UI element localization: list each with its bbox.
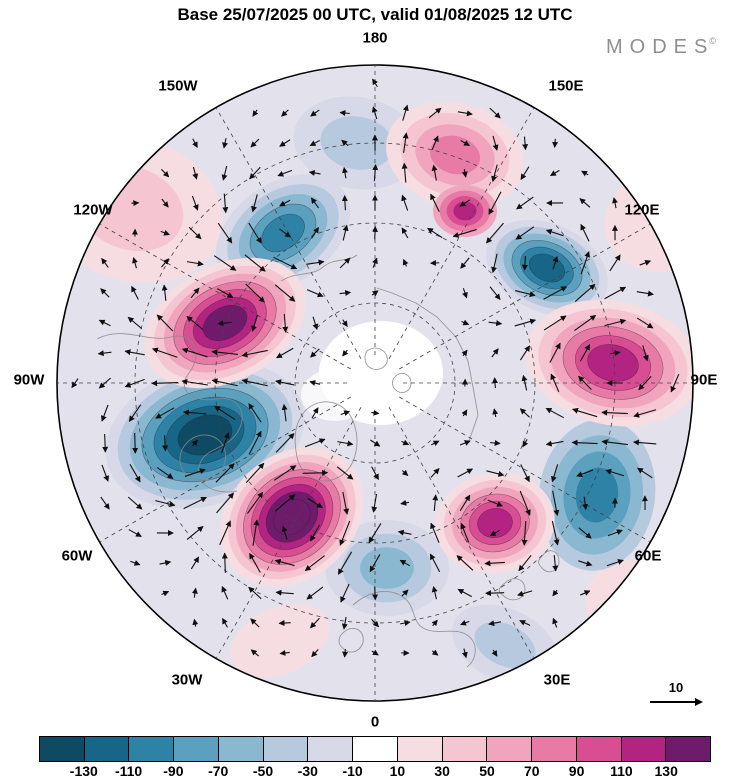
lon-label-60w: 60W [61, 547, 93, 565]
colorbar-cell [129, 737, 175, 761]
colorbar-cell [576, 737, 622, 761]
colorbar-cell [621, 737, 667, 761]
colorbar-cell [174, 737, 219, 761]
polar-map [56, 64, 694, 702]
vector-scale-arrow-head [694, 698, 703, 706]
colorbar-cell [218, 737, 264, 761]
colorbar-cell [84, 737, 130, 761]
colorbar-tick-label: -110 [114, 763, 143, 779]
lon-label-30w: 30W [171, 671, 203, 689]
colorbar-tick-label: 90 [568, 763, 585, 779]
colorbar-tick-label: -70 [208, 763, 229, 779]
colorbar-cell [532, 737, 577, 761]
colorbar-cell [442, 737, 488, 761]
chart-title: Base 25/07/2025 00 UTC, valid 01/08/2025… [177, 5, 573, 24]
lon-label-90w: 90W [13, 371, 45, 389]
lon-label-150e: 150E [548, 77, 584, 95]
lon-label-180: 180 [362, 29, 388, 47]
colorbar-tick-label: 110 [610, 763, 633, 779]
colorbar-cell [666, 737, 711, 761]
vector-scale-arrow-icon [645, 698, 707, 706]
colorbar-cell [40, 737, 85, 761]
colorbar-tick-label: 130 [654, 763, 678, 779]
colorbar-cell [308, 737, 354, 761]
vector-scale: 10 [645, 680, 707, 706]
map-boundary [56, 64, 694, 702]
colorbar-tick-label: -30 [297, 763, 318, 779]
colorbar-cell [487, 737, 533, 761]
colorbar-tick-labels: -130 -110 -90 -70 -50 -30 -10 10 30 50 70 90 110 130 [39, 763, 711, 781]
colorbar-cell [353, 737, 398, 761]
colorbar [39, 736, 711, 762]
modes-logo-text: MODES [606, 36, 715, 58]
modes-logo: MODES© [606, 36, 716, 59]
wind-vectors [71, 78, 680, 659]
colorbar-tick-label: 50 [479, 763, 495, 779]
colorbar-cell [263, 737, 309, 761]
copyright-mark: © [709, 36, 716, 46]
colorbar-tick-label: 70 [524, 763, 540, 779]
lon-label-30e: 30E [543, 671, 571, 689]
colorbar-tick-label: -10 [342, 763, 363, 779]
colorbar-tick-label: 10 [389, 763, 406, 779]
lon-label-60e: 60E [634, 547, 662, 565]
lon-label-120e: 120E [624, 201, 660, 219]
colorbar-tick-label: -130 [69, 763, 98, 779]
colorbar-tick-label: 30 [434, 763, 450, 779]
colorbar-tick-label: -90 [163, 763, 184, 779]
vector-scale-value: 10 [668, 680, 684, 695]
lon-label-0: 0 [370, 713, 380, 731]
colorbar-cell [397, 737, 443, 761]
vector-scale-arrow-shaft [649, 701, 696, 703]
colorbar-tick-label: -50 [252, 763, 274, 779]
lon-label-90e: 90E [690, 371, 718, 389]
lon-label-150w: 150W [158, 77, 198, 95]
anomaly-field [58, 66, 692, 700]
lon-label-120w: 120W [73, 201, 113, 219]
